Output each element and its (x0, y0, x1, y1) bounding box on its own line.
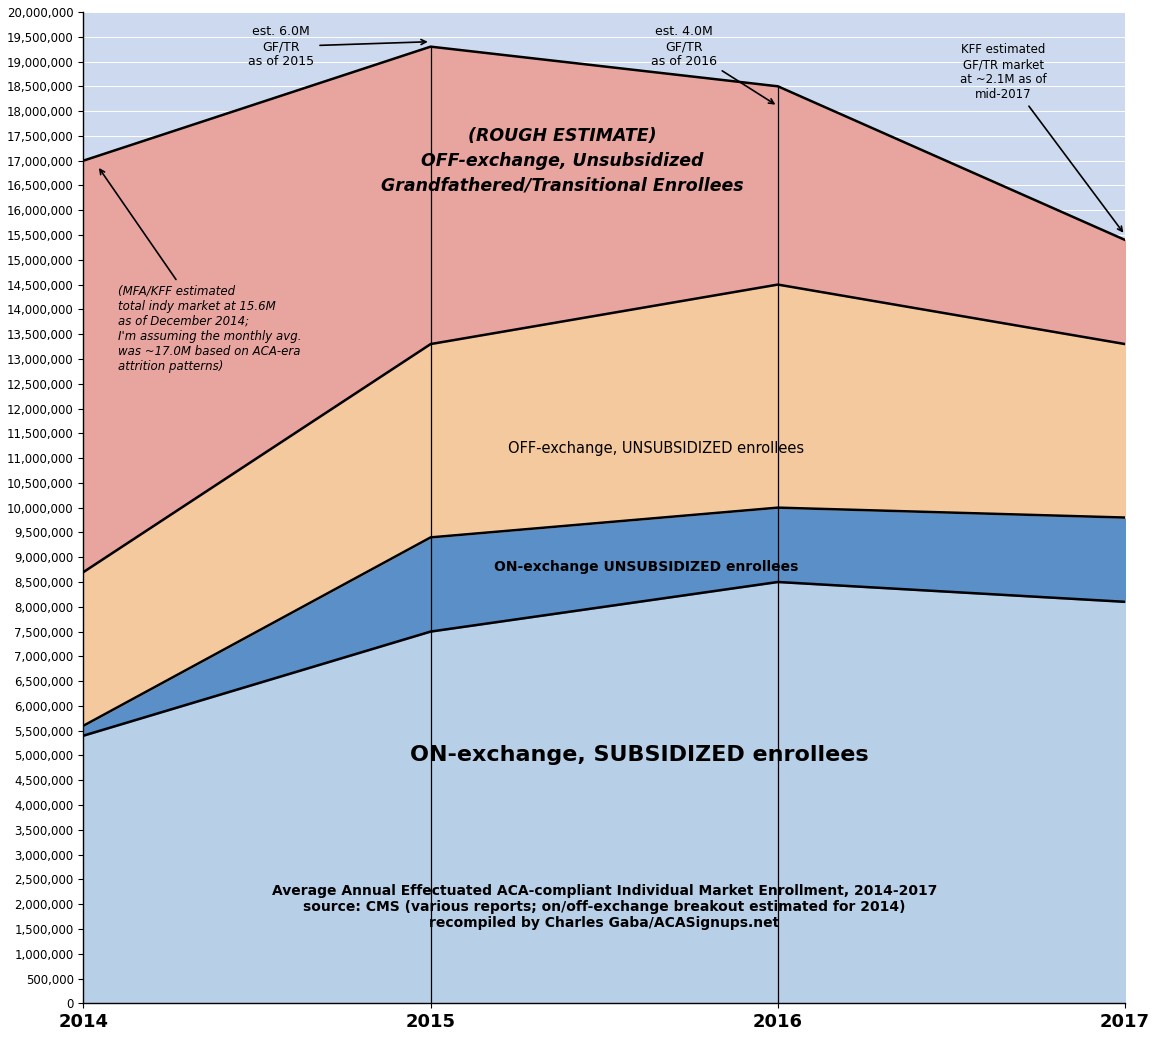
Text: ON-exchange UNSUBSIDIZED enrollees: ON-exchange UNSUBSIDIZED enrollees (494, 561, 798, 574)
Text: KFF estimated
GF/TR market
at ~2.1M as of
mid-2017: KFF estimated GF/TR market at ~2.1M as o… (960, 44, 1122, 231)
Text: est. 6.0M
GF/TR
as of 2015: est. 6.0M GF/TR as of 2015 (249, 25, 426, 69)
Text: (ROUGH ESTIMATE)
OFF-exchange, Unsubsidized
Grandfathered/Transitional Enrollees: (ROUGH ESTIMATE) OFF-exchange, Unsubsidi… (382, 127, 744, 195)
Text: Average Annual Effectuated ACA-compliant Individual Market Enrollment, 2014-2017: Average Annual Effectuated ACA-compliant… (272, 884, 937, 930)
Text: (MFA/KFF estimated
total indy market at 15.6M
as of December 2014;
I'm assuming : (MFA/KFF estimated total indy market at … (100, 169, 302, 373)
Text: OFF-exchange, UNSUBSIDIZED enrollees: OFF-exchange, UNSUBSIDIZED enrollees (508, 441, 804, 456)
Text: ON-exchange, SUBSIDIZED enrollees: ON-exchange, SUBSIDIZED enrollees (410, 745, 868, 765)
Text: est. 4.0M
GF/TR
as of 2016: est. 4.0M GF/TR as of 2016 (651, 25, 774, 104)
